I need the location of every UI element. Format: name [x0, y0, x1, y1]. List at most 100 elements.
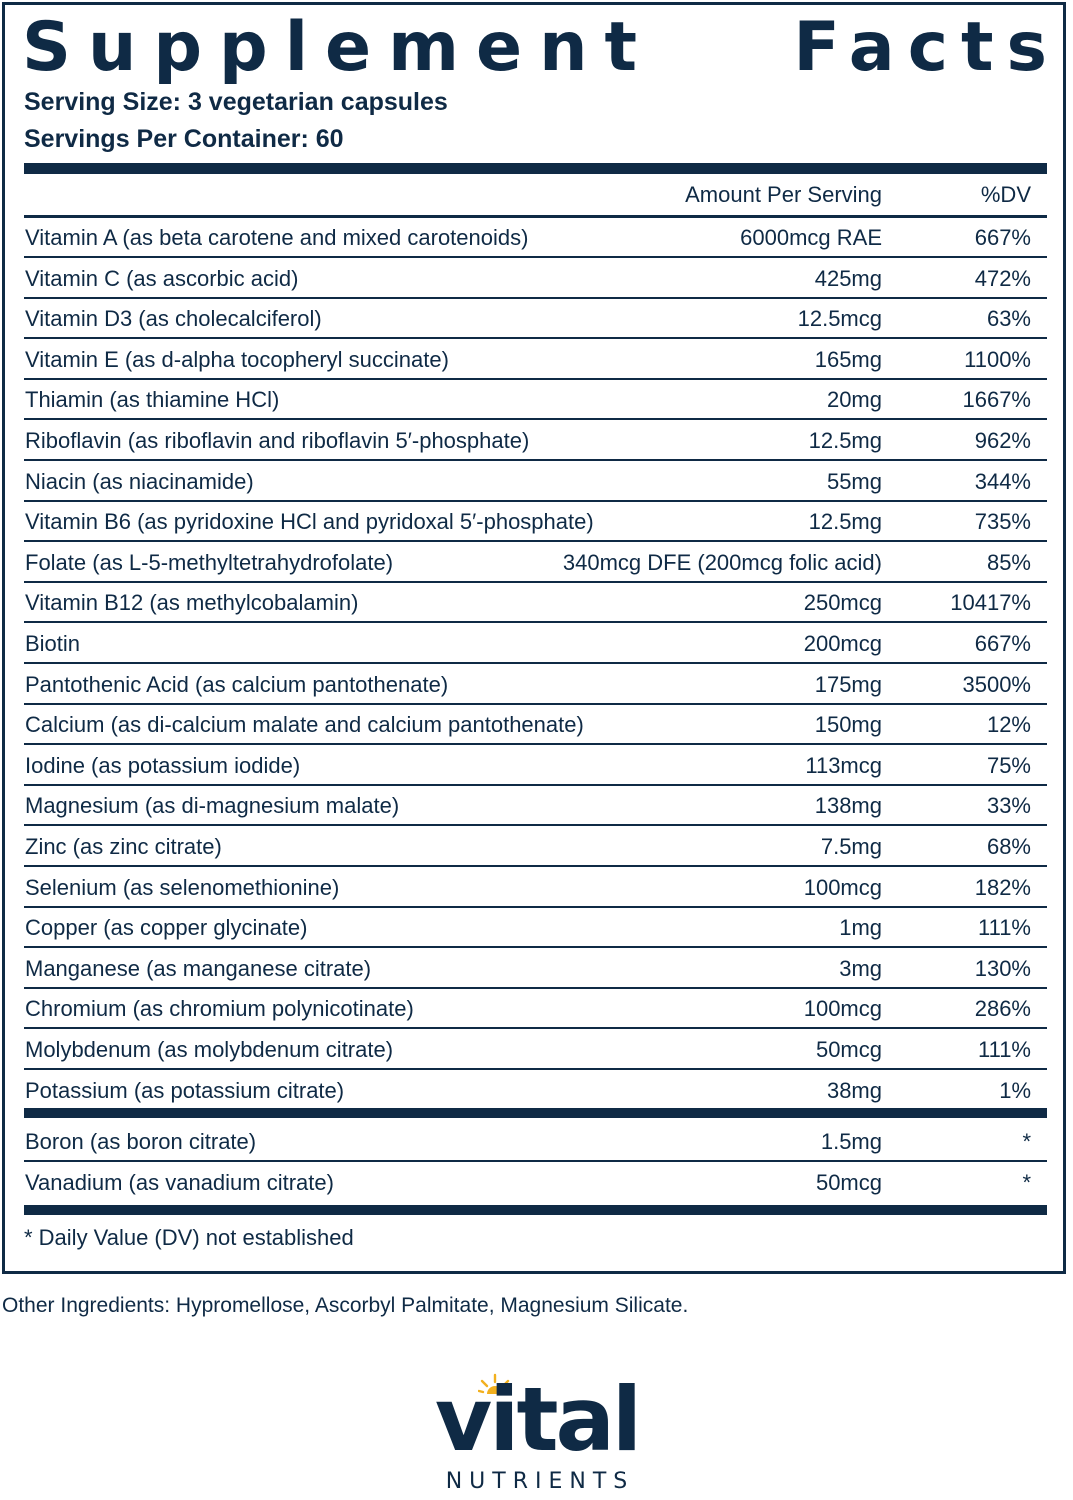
nutrient-dv: *	[1022, 1129, 1031, 1154]
table-row: Calcium (as di-calcium malate and calciu…	[24, 705, 1047, 746]
nutrient-dv: 667%	[974, 631, 1031, 656]
nutrient-dv: 667%	[974, 225, 1031, 250]
table-row: Magnesium (as di-magnesium malate) 138mg 3…	[24, 786, 1047, 827]
nutrient-name: Manganese (as manganese citrate)	[25, 955, 372, 981]
other-ingredients: Other Ingredients: Hypromellose, Ascorby…	[2, 1294, 689, 1317]
table-row: Vanadium (as vanadium citrate) 50mcg *	[24, 1163, 1047, 1203]
nutrient-name: Vitamin B6 (as pyridoxine HCl and pyrido…	[25, 509, 594, 535]
nutrient-name: Vitamin D3 (as cholecalciferol)	[25, 306, 322, 332]
table-row: Vitamin B6 (as pyridoxine HCl and pyrido…	[24, 502, 1047, 543]
header-dv: %DV	[980, 182, 1031, 207]
nutrient-amount: 175mg	[814, 671, 882, 697]
nutrient-name: Vanadium (as vanadium citrate)	[25, 1169, 334, 1195]
nutrient-name: Potassium (as potassium citrate)	[25, 1077, 345, 1103]
nutrient-dv: 68%	[986, 834, 1031, 859]
nutrient-amount: 340mcg DFE (200mcg folic acid)	[562, 549, 882, 575]
nutrient-amount: 250mcg	[803, 590, 882, 616]
nutrient-amount: 150mg	[814, 712, 882, 738]
table-row: Selenium (as selenomethionine) 100mcg 182%	[24, 868, 1047, 908]
panel-title: Supplement Facts	[22, 8, 1047, 88]
nutrient-name: Magnesium (as di-magnesium malate)	[25, 793, 400, 819]
nutrient-amount: 165mg	[814, 346, 882, 372]
nutrient-amount: 1mg	[839, 915, 882, 941]
nutrient-amount: 100mcg	[803, 874, 882, 900]
table-row: Chromium (as chromium polynicotinate) 100…	[24, 989, 1047, 1030]
nutrient-amount: 38mg	[826, 1077, 882, 1103]
logo-wordmark: vital	[434, 1368, 642, 1471]
nutrient-name: Riboflavin (as riboflavin and riboflavin…	[25, 428, 530, 453]
nutrient-name: Boron (as boron citrate)	[25, 1129, 257, 1154]
table-row: Biotin 200mcg 667%	[24, 624, 1047, 664]
nutrient-name: Vitamin E (as d-alpha tocopheryl succina…	[25, 346, 449, 372]
nutrient-dv: 63%	[986, 306, 1031, 332]
table-header: Amount Per Serving %DV	[24, 176, 1047, 218]
serving-size: Serving Size: 3 vegetarian capsules	[24, 88, 448, 116]
nutrient-dv: 1%	[999, 1077, 1031, 1103]
nutrient-dv: 33%	[986, 793, 1031, 819]
nutrient-amount: 1.5mg	[820, 1129, 882, 1154]
nutrient-dv: 111%	[977, 1037, 1031, 1062]
divider-middle	[24, 1108, 1047, 1118]
servings-per-container: Servings Per Container: 60	[24, 125, 344, 153]
nutrient-dv: 182%	[974, 874, 1031, 900]
title-word-supplement: Supplement	[22, 8, 655, 87]
table-row: Vitamin D3 (as cholecalciferol) 12.5mcg 63…	[24, 299, 1047, 340]
nutrient-name: Vitamin A (as beta carotene and mixed ca…	[25, 225, 529, 250]
nutrient-dv: 12%	[986, 712, 1031, 738]
table-row: Vitamin A (as beta carotene and mixed ca…	[24, 218, 1047, 258]
table-row: Boron (as boron citrate) 1.5mg *	[24, 1122, 1047, 1162]
nutrient-dv: 735%	[974, 509, 1031, 535]
table-row: Copper (as copper glycinate) 1mg 111%	[24, 908, 1047, 949]
nutrient-name: Thiamin (as thiamine HCl)	[25, 387, 280, 413]
table-row: Riboflavin (as riboflavin and riboflavin…	[24, 421, 1047, 461]
nutrient-amount: 138mg	[814, 793, 882, 819]
nutrient-amount: 113mcg	[805, 752, 882, 778]
nutrient-name: Iodine (as potassium iodide)	[25, 752, 301, 778]
title-word-facts: Facts	[793, 8, 1060, 87]
nutrient-dv: 85%	[986, 549, 1031, 575]
nutrient-amount: 7.5mg	[820, 834, 882, 859]
nutrient-dv: 344%	[974, 468, 1031, 494]
table-row: Zinc (as zinc citrate) 7.5mg 68%	[24, 827, 1047, 867]
supplement-facts-panel	[2, 2, 1066, 1274]
nutrient-dv: 1100%	[964, 346, 1031, 372]
nutrient-dv: 130%	[974, 955, 1031, 981]
nutrient-name: Calcium (as di-calcium malate and calciu…	[25, 712, 584, 738]
divider-top	[24, 163, 1047, 174]
header-amount: Amount Per Serving	[685, 182, 882, 207]
nutrient-name: Folate (as L-5-methyltetrahydrofolate)	[25, 549, 394, 575]
nutrient-name: Niacin (as niacinamide)	[25, 468, 254, 494]
nutrient-name: Vitamin C (as ascorbic acid)	[25, 265, 299, 291]
nutrient-dv: 962%	[974, 428, 1031, 453]
logo-subtitle: NUTRIENTS	[445, 1469, 635, 1494]
nutrient-amount: 50mcg	[815, 1037, 882, 1062]
table-row: Niacin (as niacinamide) 55mg 344%	[24, 462, 1047, 502]
nutrient-dv: 3500%	[962, 671, 1031, 697]
nutrient-amount: 425mg	[814, 265, 882, 291]
nutrient-dv: 472%	[974, 265, 1031, 291]
nutrient-dv: 111%	[977, 915, 1031, 941]
table-row: Vitamin E (as d-alpha tocopheryl succina…	[24, 340, 1047, 380]
nutrient-dv: *	[1022, 1169, 1031, 1195]
nutrient-amount: 3mg	[839, 955, 882, 981]
table-row: Thiamin (as thiamine HCl) 20mg 1667%	[24, 380, 1047, 421]
nutrient-amount: 12.5mg	[808, 428, 882, 453]
nutrient-amount: 6000mcg RAE	[740, 225, 882, 250]
nutrient-name: Selenium (as selenomethionine)	[25, 874, 340, 900]
table-row: Vitamin B12 (as methylcobalamin) 250mcg 10…	[24, 583, 1047, 624]
nutrient-dv: 1667%	[962, 387, 1031, 413]
nutrient-name: Zinc (as zinc citrate)	[25, 834, 222, 859]
nutrient-amount: 50mcg	[815, 1169, 882, 1195]
nutrient-name: Copper (as copper glycinate)	[25, 915, 308, 941]
table-row: Molybdenum (as molybdenum citrate) 50mcg 1…	[24, 1030, 1047, 1070]
table-row: Folate (as L-5-methyltetrahydrofolate) 34…	[24, 543, 1047, 583]
nutrient-dv: 286%	[974, 996, 1031, 1022]
table-row: Pantothenic Acid (as calcium pantothenat…	[24, 665, 1047, 705]
nutrient-amount: 100mcg	[803, 996, 882, 1022]
nutrient-amount: 12.5mg	[808, 509, 882, 535]
sun-icon	[478, 1373, 512, 1394]
nutrient-name: Chromium (as chromium polynicotinate)	[25, 996, 414, 1022]
table-row: Vitamin C (as ascorbic acid) 425mg 472%	[24, 259, 1047, 299]
nutrient-amount: 20mg	[826, 387, 882, 413]
table-row: Iodine (as potassium iodide) 113mcg 75%	[24, 746, 1047, 786]
